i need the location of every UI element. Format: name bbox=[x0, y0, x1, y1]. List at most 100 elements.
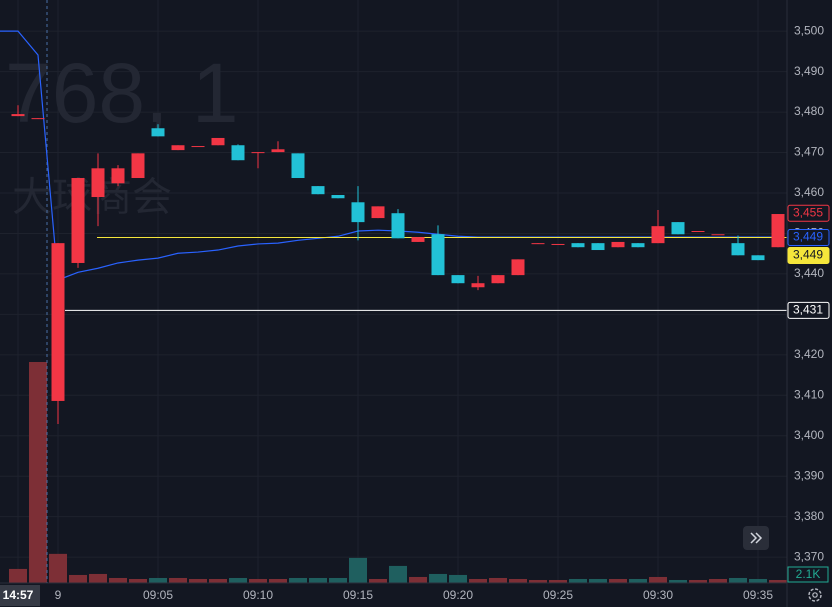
volume-bar bbox=[109, 577, 127, 583]
candle-body bbox=[31, 118, 45, 120]
candle-body bbox=[231, 145, 245, 161]
volume-bar bbox=[389, 565, 407, 583]
candle-body bbox=[251, 152, 265, 154]
candle-body bbox=[91, 168, 105, 198]
x-tick-label: 09:35 bbox=[743, 588, 773, 602]
volume-bar bbox=[549, 579, 567, 583]
volume-tag-bg bbox=[787, 566, 829, 583]
volume-bar bbox=[209, 578, 227, 583]
volume-bar bbox=[529, 579, 547, 583]
volume-bar bbox=[189, 578, 207, 583]
x-tick-label: 09:20 bbox=[443, 588, 473, 602]
crosshair-time-bg bbox=[0, 585, 40, 606]
volume-bar bbox=[669, 579, 687, 583]
volume-bar bbox=[469, 578, 487, 583]
x-tick-label: 09:30 bbox=[643, 588, 673, 602]
volume-pane bbox=[9, 362, 787, 583]
volume-bar bbox=[509, 578, 527, 583]
candle-body bbox=[411, 237, 425, 242]
candle-body bbox=[171, 145, 185, 151]
gear-center bbox=[812, 592, 818, 598]
volume-bar bbox=[589, 578, 607, 583]
price-tag-bg bbox=[787, 301, 830, 319]
candle-body bbox=[11, 114, 25, 117]
y-tick-label: 3,440 bbox=[794, 266, 824, 280]
grid bbox=[0, 0, 787, 583]
volume-bar bbox=[229, 577, 247, 583]
gear-icon[interactable] bbox=[808, 588, 822, 602]
time-axis bbox=[0, 583, 832, 607]
volume-bar bbox=[689, 579, 707, 583]
volume-bar bbox=[609, 578, 627, 583]
candle-body bbox=[291, 153, 305, 179]
volume-bar bbox=[409, 576, 427, 583]
axes: 3,3703,3803,3903,4003,4103,4203,4303,440… bbox=[0, 23, 830, 606]
scroll-button[interactable] bbox=[743, 526, 769, 550]
x-tick-label: 09:10 bbox=[243, 588, 273, 602]
volume-bar bbox=[329, 577, 347, 583]
candle-body bbox=[551, 243, 565, 245]
x-tick-label: 09:05 bbox=[143, 588, 173, 602]
volume-bar bbox=[169, 577, 187, 583]
x-tick-label: 14:57 bbox=[3, 588, 34, 602]
price-tag-bg bbox=[787, 204, 830, 222]
candle-body bbox=[311, 186, 325, 195]
y-tick-label: 3,420 bbox=[794, 347, 824, 361]
volume-bar bbox=[89, 573, 107, 583]
plot bbox=[0, 30, 787, 424]
candle-body bbox=[631, 243, 645, 248]
volume-bar bbox=[629, 578, 647, 583]
x-tick-label: 09:25 bbox=[543, 588, 573, 602]
scroll-icon bbox=[750, 532, 763, 544]
candle-body bbox=[611, 241, 625, 248]
volume-bar bbox=[289, 577, 307, 583]
y-tick-label: 3,370 bbox=[794, 549, 824, 563]
candle-body bbox=[371, 206, 385, 219]
price-tag: 3,431 bbox=[793, 302, 823, 316]
candle-body bbox=[131, 153, 145, 179]
y-tick-label: 3,470 bbox=[794, 145, 824, 159]
candle-body bbox=[191, 146, 205, 148]
candle-body bbox=[511, 259, 525, 276]
volume-bar bbox=[29, 362, 47, 583]
candle-body bbox=[211, 137, 225, 146]
y-tick-label: 3,390 bbox=[794, 468, 824, 482]
volume-bar bbox=[149, 577, 167, 583]
y-tick-label: 3,400 bbox=[794, 428, 824, 442]
y-tick-label: 3,410 bbox=[794, 387, 824, 401]
candle-body bbox=[571, 243, 585, 248]
candle-body bbox=[671, 222, 685, 235]
volume-bar bbox=[769, 579, 787, 583]
candle-body bbox=[351, 202, 365, 223]
volume-bar bbox=[449, 574, 467, 583]
candle-body bbox=[431, 234, 445, 276]
volume-bar bbox=[309, 577, 327, 583]
candle-body bbox=[491, 275, 505, 284]
volume-bar bbox=[369, 578, 387, 583]
volume-tag: 2.1K bbox=[796, 567, 821, 581]
watermark-symbol: 768, 1 bbox=[5, 46, 239, 140]
price-tag: 3,449 bbox=[793, 230, 823, 244]
volume-bar bbox=[49, 553, 67, 583]
candle-body bbox=[531, 243, 545, 245]
candle-body bbox=[391, 213, 405, 239]
x-tick-label: 9 bbox=[55, 588, 62, 602]
y-tick-label: 3,500 bbox=[794, 23, 824, 37]
volume-bar bbox=[729, 577, 747, 583]
volume-bar bbox=[349, 557, 367, 583]
volume-bar bbox=[269, 578, 287, 583]
candle-body bbox=[331, 195, 345, 199]
x-tick-label: 09:15 bbox=[343, 588, 373, 602]
volume-bar bbox=[709, 578, 727, 583]
candle-body bbox=[51, 243, 65, 401]
price-tag-bg bbox=[787, 228, 830, 246]
settings-button[interactable] bbox=[808, 588, 822, 602]
candle-body bbox=[471, 283, 485, 288]
candle-body bbox=[451, 275, 465, 284]
volume-bar bbox=[429, 573, 447, 583]
price-tag: 3,455 bbox=[793, 205, 823, 219]
y-tick-label: 3,460 bbox=[794, 185, 824, 199]
volume-bar bbox=[749, 578, 767, 583]
